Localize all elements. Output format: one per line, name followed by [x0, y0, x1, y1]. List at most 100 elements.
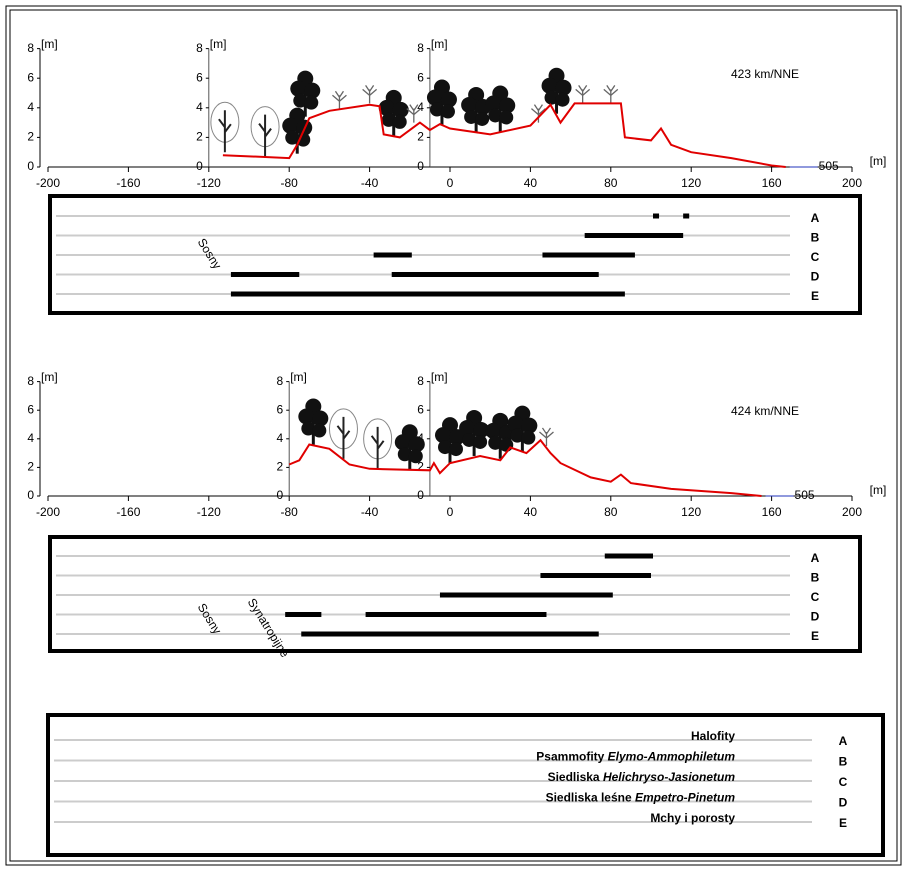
y-tick-label: 4: [27, 431, 34, 445]
x-tick-label: -120: [197, 505, 221, 519]
y-tick-label: 4: [27, 100, 34, 114]
shrub: [604, 85, 618, 103]
tree-icon: [461, 87, 491, 133]
range-bar: [542, 253, 634, 258]
legend-italic: Elymo-Ammophiletum: [608, 750, 736, 764]
y-tick-label: 6: [277, 402, 284, 416]
range-bar: [231, 272, 299, 277]
range-annotation: Sosny: [195, 601, 225, 637]
row-letter: E: [811, 289, 819, 303]
range-bar: [366, 612, 547, 617]
tree-crown: [304, 96, 318, 110]
range-bar: [231, 292, 625, 297]
y-tick-label: 8: [277, 374, 284, 388]
row-letter: E: [811, 629, 819, 643]
tree-icon: [282, 108, 312, 154]
y-tick-label: 2: [277, 460, 284, 474]
row-letter: B: [811, 231, 820, 245]
x-axis-label: [m]: [870, 483, 887, 497]
legend-text: Psammofity: [536, 750, 607, 764]
x-axis-label: [m]: [870, 154, 887, 168]
legend-label: Psammofity Elymo-Ammophiletum: [536, 750, 735, 764]
y-tick-label: 0: [27, 488, 34, 502]
x-tick-label: -40: [361, 505, 379, 519]
legend-label: Mchy i porosty: [650, 811, 735, 825]
legend-letter: B: [839, 755, 848, 769]
range-annotation: Sosny: [195, 236, 225, 272]
x-tick-label: -200: [36, 505, 60, 519]
y-tick-label: 0: [27, 159, 34, 173]
tree-crown: [449, 442, 463, 456]
tree-crown: [556, 93, 570, 107]
y-tick-label: 2: [27, 460, 34, 474]
y-tick-label: 6: [196, 70, 203, 84]
range-bar: [605, 554, 653, 559]
legend-letter: C: [839, 775, 848, 789]
x-tick-label: 0: [447, 505, 454, 519]
legend-letter: E: [839, 816, 847, 830]
tree-trunk: [259, 115, 271, 157]
range-bar: [540, 573, 651, 578]
legend-text: Halofity: [691, 729, 735, 743]
y-tick-label: 8: [417, 374, 424, 388]
y-axis-label: [m]: [290, 370, 307, 384]
row-letter: B: [811, 571, 820, 585]
y-axis-label: [m]: [41, 37, 58, 51]
shrub: [539, 428, 553, 446]
y-tick-label: 4: [417, 100, 424, 114]
legend-label: Siedliska leśne Empetro-Pinetum: [546, 791, 736, 805]
x-tick-label: -200: [36, 176, 60, 190]
range-bar: [392, 272, 599, 277]
y-axis-label: [m]: [431, 37, 448, 51]
y-axis-label: [m]: [431, 370, 448, 384]
sea-annotation: 505: [795, 488, 815, 502]
legend-italic: Helichryso-Jasionetum: [603, 770, 735, 784]
row-letter: D: [811, 610, 820, 624]
x-tick-label: 160: [762, 505, 782, 519]
y-tick-label: 6: [27, 70, 34, 84]
tree-icon: [604, 85, 618, 103]
legend-text: Mchy i porosty: [650, 811, 735, 825]
legend-label: Siedliska Helichryso-Jasionetum: [548, 770, 736, 784]
tree-icon: [539, 428, 553, 446]
sea-annotation: 505: [819, 159, 839, 173]
tree-icon: [427, 80, 457, 126]
x-tick-label: 200: [842, 176, 862, 190]
legend-box: [48, 715, 883, 855]
range-bar: [301, 632, 598, 637]
x-tick-label: 200: [842, 505, 862, 519]
shrub: [332, 91, 346, 109]
range-bar: [653, 214, 659, 219]
x-tick-label: -120: [197, 176, 221, 190]
tree-trunk: [219, 110, 231, 152]
tree-crown: [499, 110, 513, 124]
shrub: [363, 85, 377, 103]
row-letter: C: [811, 250, 820, 264]
range-bar: [440, 593, 613, 598]
y-tick-label: 0: [196, 159, 203, 173]
y-tick-label: 0: [417, 488, 424, 502]
tree-trunk: [372, 427, 384, 469]
tree-icon: [251, 107, 279, 157]
range-bar: [585, 233, 683, 238]
y-tick-label: 6: [27, 402, 34, 416]
shrub: [576, 85, 590, 103]
tree-icon: [332, 91, 346, 109]
x-tick-label: 40: [524, 505, 538, 519]
chart-title: 423 km/NNE: [731, 67, 799, 81]
row-letter: A: [811, 551, 820, 565]
x-tick-label: 40: [524, 176, 538, 190]
y-tick-label: 8: [196, 41, 203, 55]
tree-trunk: [337, 417, 349, 459]
y-axis-label: [m]: [210, 37, 227, 51]
tree-icon: [459, 410, 489, 456]
profile-line: [289, 440, 761, 496]
range-bar: [374, 253, 412, 258]
tree-icon: [364, 419, 392, 469]
y-tick-label: 4: [277, 431, 284, 445]
y-tick-label: 2: [417, 130, 424, 144]
x-tick-label: -160: [116, 176, 140, 190]
row-letter: C: [811, 590, 820, 604]
tree-icon: [485, 85, 515, 131]
x-tick-label: -160: [116, 505, 140, 519]
